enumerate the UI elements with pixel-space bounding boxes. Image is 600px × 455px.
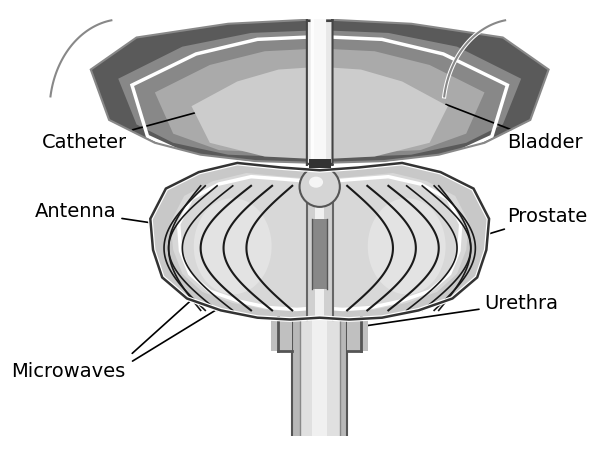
Polygon shape <box>191 67 448 159</box>
Text: Antenna: Antenna <box>35 202 304 246</box>
Polygon shape <box>91 19 548 163</box>
Ellipse shape <box>368 198 446 294</box>
Polygon shape <box>155 49 485 155</box>
FancyBboxPatch shape <box>311 16 326 168</box>
Text: Urethra: Urethra <box>336 293 559 330</box>
Text: Bladder: Bladder <box>446 105 583 152</box>
Ellipse shape <box>309 177 323 188</box>
Polygon shape <box>118 30 521 158</box>
Text: Microwaves: Microwaves <box>11 362 125 381</box>
FancyBboxPatch shape <box>307 19 332 166</box>
Ellipse shape <box>299 167 340 207</box>
Ellipse shape <box>194 198 272 294</box>
Polygon shape <box>170 173 469 311</box>
Text: Catheter: Catheter <box>42 82 308 152</box>
Text: Prostate: Prostate <box>451 207 587 245</box>
Polygon shape <box>150 163 489 319</box>
Bar <box>309 159 331 168</box>
